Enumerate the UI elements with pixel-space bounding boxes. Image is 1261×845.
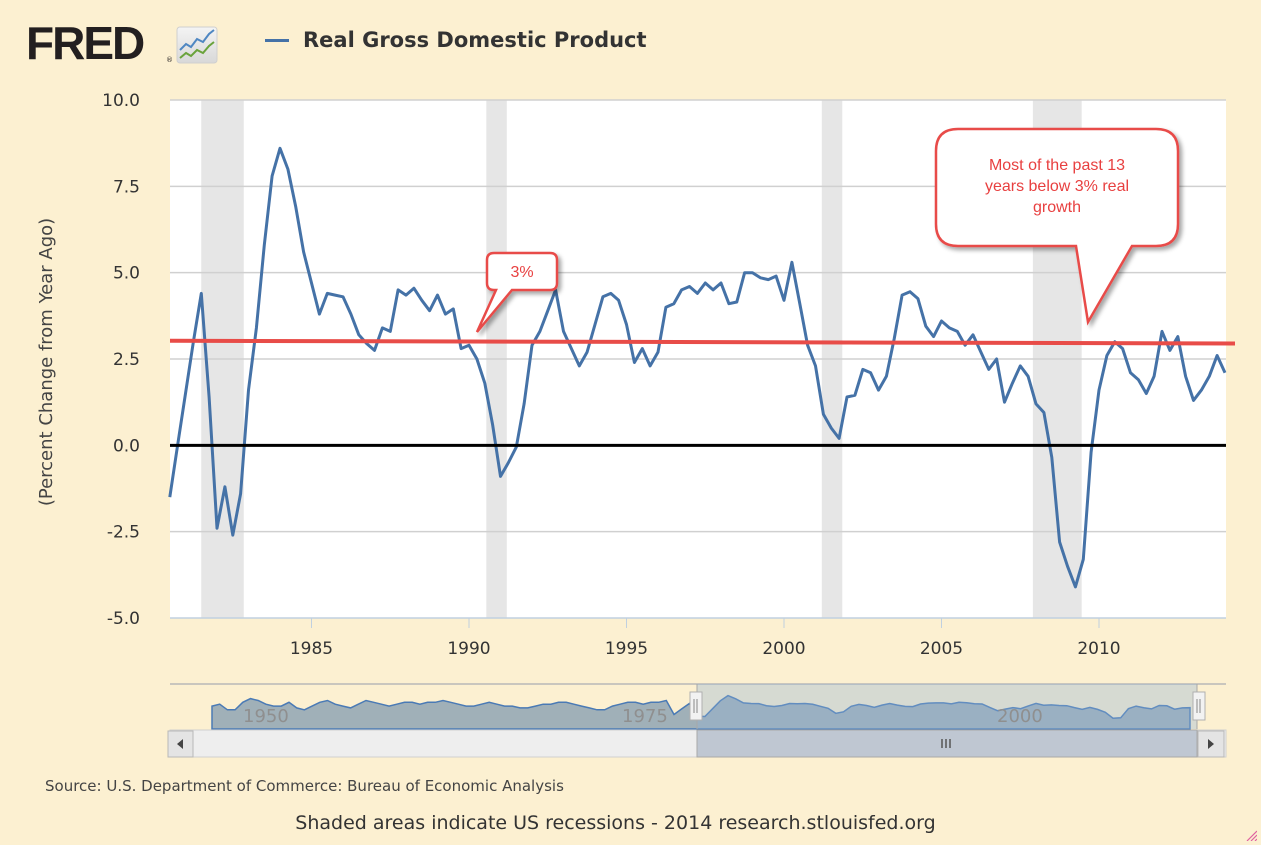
chart-line-icon bbox=[176, 26, 218, 64]
x-tick-label: 2010 bbox=[1077, 639, 1120, 659]
navigator-label-1950: 1950 bbox=[243, 706, 289, 727]
x-tick-label: 2000 bbox=[762, 639, 805, 659]
navigator-label-1975: 1975 bbox=[622, 706, 668, 727]
x-tick-label: 2005 bbox=[920, 639, 963, 659]
arrow-left-icon bbox=[177, 739, 183, 749]
y-tick-label: -5.0 bbox=[107, 609, 140, 629]
footer-text: Shaded areas indicate US recessions - 20… bbox=[295, 812, 936, 834]
y-tick-label: 7.5 bbox=[113, 177, 140, 197]
registered-mark: ® bbox=[166, 56, 173, 64]
callout-line-3: growth bbox=[1033, 199, 1081, 216]
resize-grip-icon[interactable] bbox=[1245, 829, 1257, 841]
legend-label: Real Gross Domestic Product bbox=[303, 28, 647, 52]
y-tick-label: 10.0 bbox=[102, 91, 140, 111]
y-tick-label: 2.5 bbox=[113, 350, 140, 370]
scroll-right-button[interactable] bbox=[1197, 730, 1225, 758]
navigator-handle-left[interactable] bbox=[689, 691, 703, 721]
legend-swatch bbox=[265, 38, 289, 42]
y-tick-label: 5.0 bbox=[113, 264, 140, 284]
callout-below-3-percent bbox=[934, 127, 1180, 326]
source-note: Source: U.S. Department of Commerce: Bur… bbox=[45, 777, 564, 795]
x-tick-label: 1990 bbox=[447, 639, 490, 659]
series-line-real-gdp bbox=[168, 146, 1227, 589]
scrollbar-thumb-grip bbox=[941, 739, 951, 748]
scrollbar-thumb[interactable] bbox=[696, 729, 1198, 758]
x-tick-label: 1995 bbox=[605, 639, 648, 659]
navigator-label-2000: 2000 bbox=[997, 706, 1043, 727]
callout-line-2: years below 3% real bbox=[985, 178, 1129, 195]
navigator-selection-mask[interactable] bbox=[697, 684, 1197, 729]
navigator-handle-right[interactable] bbox=[1192, 691, 1206, 721]
scrollbar[interactable] bbox=[167, 729, 1227, 758]
footer-note: Shaded areas indicate US recessions - 20… bbox=[0, 812, 1261, 834]
y-tick-label: 0.0 bbox=[113, 436, 140, 456]
y-axis-label: (Percent Change from Year Ago) bbox=[36, 218, 57, 506]
callout-line-1: Most of the past 13 bbox=[989, 157, 1125, 174]
three-percent-line bbox=[169, 338, 1236, 346]
legend[interactable]: Real Gross Domestic Product bbox=[265, 28, 647, 52]
callout-3-percent-text: 3% bbox=[510, 264, 533, 281]
navigator[interactable]: 1950 1975 2000 bbox=[170, 683, 1226, 730]
navigator-area bbox=[211, 694, 1191, 730]
arrow-right-icon bbox=[1208, 739, 1214, 749]
y-tick-label: -2.5 bbox=[107, 523, 140, 543]
fred-logo: FRED bbox=[26, 17, 145, 69]
scroll-left-button[interactable] bbox=[167, 730, 194, 758]
x-tick-label: 1985 bbox=[290, 639, 333, 659]
callout-3-percent bbox=[475, 251, 559, 333]
